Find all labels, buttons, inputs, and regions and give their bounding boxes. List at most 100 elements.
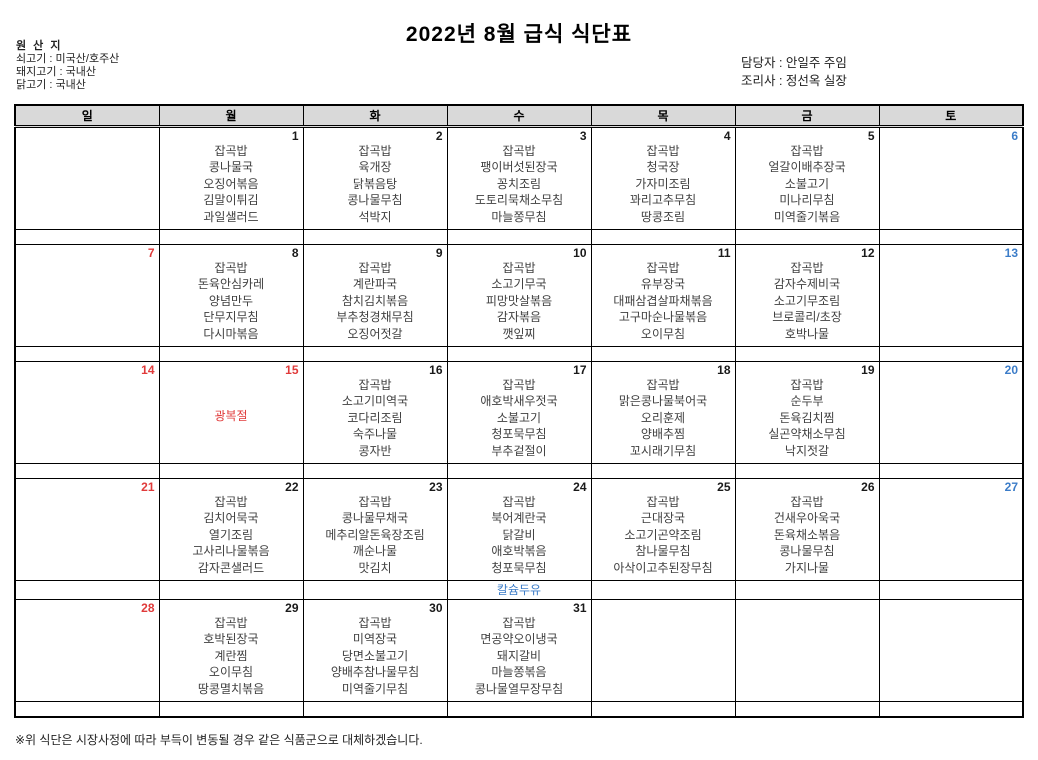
weekday-header-fri: 금 xyxy=(734,104,880,128)
day-number: 15 xyxy=(285,363,299,377)
menu-item: 감자수제비국 xyxy=(773,277,841,292)
menu-item: 메추리알돈육장조림 xyxy=(325,527,425,542)
day-number: 8 xyxy=(291,246,299,260)
calendar-day-cell: 10 잡곡밥 소고기무국 피망맛살볶음 감자볶음 깻잎찌 xyxy=(446,244,592,347)
weekday-header-tue: 화 xyxy=(302,104,448,128)
menu-item: 오징어젓갈 xyxy=(347,326,403,341)
empty-sub-cell xyxy=(302,229,448,245)
menu-item: 잡곡밥 xyxy=(358,495,392,509)
menu-item: 돈육안심카레 xyxy=(197,277,265,292)
calendar-day-cell: 4 잡곡밥 청국장 가자미조림 꽈리고추무침 땅콩조림 xyxy=(590,126,736,230)
calendar-day-cell: 24 잡곡밥 북어계란국 닭갈비 애호박볶음 청포묵무침 xyxy=(446,478,592,581)
menu-item: 잡곡밥 xyxy=(358,261,392,275)
milk-note: 칼슘두유 xyxy=(496,583,542,597)
menu-item: 아삭이고추된장무침 xyxy=(613,560,713,575)
menu-item: 콩나물국 xyxy=(208,160,254,175)
menu-item: 잡곡밥 xyxy=(214,144,248,158)
menu-item: 김치어묵국 xyxy=(203,511,259,526)
calendar-day-cell: 30 잡곡밥 미역장국 당면소불고기 양배추참나물무침 미역줄기무침 xyxy=(302,599,448,702)
menu-item: 오이무침 xyxy=(208,665,254,680)
menu-item: 다시마볶음 xyxy=(203,326,259,341)
empty-sub-cell xyxy=(158,580,304,600)
menu-item: 도토리묵채소무침 xyxy=(474,193,564,208)
menu-item: 잡곡밥 xyxy=(358,616,392,630)
menu-item: 잡곡밥 xyxy=(646,495,680,509)
day-number: 24 xyxy=(573,480,587,494)
empty-sub-cell xyxy=(734,701,880,718)
empty-sub-cell xyxy=(590,463,736,479)
calendar-day-cell: 29 잡곡밥 호박된장국 계란찜 오이무침 땅콩멸치볶음 xyxy=(158,599,304,702)
menu-item: 참치김치볶음 xyxy=(341,293,409,308)
menu-item: 당면소불고기 xyxy=(341,648,409,663)
menu-item: 청포묵무침 xyxy=(491,560,547,575)
menu-item: 양배추참나물무침 xyxy=(330,665,420,680)
empty-sub-cell xyxy=(158,346,304,362)
calendar-day-cell: 22 잡곡밥 김치어묵국 열기조림 고사리나물볶음 감자콘샐러드 xyxy=(158,478,304,581)
menu-item: 돈육채소볶음 xyxy=(773,527,841,542)
empty-sub-cell xyxy=(590,701,736,718)
menu-item: 고사리나물볶음 xyxy=(192,544,270,559)
menu-item: 대패삼겹살파채볶음 xyxy=(613,293,713,308)
calendar-day-cell xyxy=(14,126,160,230)
menu-item: 애호박새우젓국 xyxy=(480,394,558,409)
menu-item: 소불고기 xyxy=(496,410,542,425)
calendar-week-row: 28 29 잡곡밥 호박된장국 계란찜 오이무침 땅콩멸치볶음 30 잡곡밥 미역장국 당면소불고기… xyxy=(14,599,1024,702)
empty-sub-cell xyxy=(878,463,1024,479)
day-number: 19 xyxy=(861,363,875,377)
calendar-day-cell: 26 잡곡밥 건새우아욱국 돈육채소볶음 콩나물무침 가지나물 xyxy=(734,478,880,581)
menu-item: 잡곡밥 xyxy=(502,378,536,392)
empty-sub-cell xyxy=(302,580,448,600)
menu-item: 잡곡밥 xyxy=(790,144,824,158)
calendar-day-cell: 27 xyxy=(878,478,1024,581)
empty-sub-cell xyxy=(590,580,736,600)
menu-item: 김말이튀김 xyxy=(203,193,259,208)
menu-item: 땅콩조림 xyxy=(640,209,686,224)
calendar-day-cell xyxy=(878,599,1024,702)
weekday-header-wed: 수 xyxy=(446,104,592,128)
day-number xyxy=(736,601,878,616)
menu-item: 북어계란국 xyxy=(491,511,547,526)
menu-item: 낙지젓갈 xyxy=(784,443,830,458)
menu-item: 오리훈제 xyxy=(640,410,686,425)
day-number xyxy=(592,601,734,616)
empty-sub-cell xyxy=(878,229,1024,245)
empty-sub-cell xyxy=(446,701,592,718)
calendar-body: 1 잡곡밥 콩나물국 오징어볶음 김말이튀김 과일샐러드 2 잡곡밥 육개장 닭볶음탕 콩나물무침 석… xyxy=(14,126,1024,718)
menu-item: 잡곡밥 xyxy=(502,495,536,509)
calendar-table: 일 월 화 수 목 금 토 1 잡곡밥 콩나물국 오징어볶음 김말이튀김 과일샐러드 2 잡곡… xyxy=(14,104,1024,718)
menu-item: 잡곡밥 xyxy=(646,378,680,392)
calendar-day-cell: 14 xyxy=(14,361,160,464)
menu-item: 호박나물 xyxy=(784,326,830,341)
menu-item: 양념만두 xyxy=(208,293,254,308)
menu-item: 가자미조림 xyxy=(635,176,691,191)
calendar-sub-row xyxy=(14,463,1024,479)
day-number: 28 xyxy=(141,601,155,615)
calendar-day-cell: 12 잡곡밥 감자수제비국 소고기무조림 브로콜리/초장 호박나물 xyxy=(734,244,880,347)
menu-item: 마늘쫑무침 xyxy=(491,209,547,224)
menu-item: 피망맛살볶음 xyxy=(485,293,553,308)
menu-item: 닭갈비 xyxy=(502,527,536,542)
calendar-day-cell: 21 xyxy=(14,478,160,581)
day-number: 6 xyxy=(1011,129,1018,143)
empty-sub-cell xyxy=(14,701,160,718)
menu-item: 잡곡밥 xyxy=(214,495,248,509)
calendar-day-cell: 31 잡곡밥 면공약오이냉국 돼지갈비 마늘쫑볶음 콩나물열무장무침 xyxy=(446,599,592,702)
staff-cook: 조리사 : 정선옥 실장 xyxy=(741,74,847,88)
empty-sub-cell xyxy=(878,701,1024,718)
menu-item: 돈육김치찜 xyxy=(779,410,835,425)
menu-item: 잡곡밥 xyxy=(214,261,248,275)
day-number: 4 xyxy=(723,129,731,143)
menu-item: 미역장국 xyxy=(352,632,398,647)
menu-item: 계란찜 xyxy=(214,648,248,663)
milk-note-cell: 칼슘두유 xyxy=(446,580,592,600)
empty-sub-cell xyxy=(878,346,1024,362)
menu-item: 잡곡밥 xyxy=(502,616,536,630)
calendar-day-cell: 5 잡곡밥 얼갈이배추장국 소불고기 미나리무침 미역줄기볶음 xyxy=(734,126,880,230)
empty-sub-cell xyxy=(158,701,304,718)
menu-item: 부추겉절이 xyxy=(491,443,547,458)
empty-sub-cell xyxy=(734,229,880,245)
calendar-sub-row xyxy=(14,346,1024,362)
day-number: 2 xyxy=(435,129,443,143)
menu-item: 소고기무조림 xyxy=(773,293,841,308)
origin-heading: 원 산 지 xyxy=(16,40,63,52)
